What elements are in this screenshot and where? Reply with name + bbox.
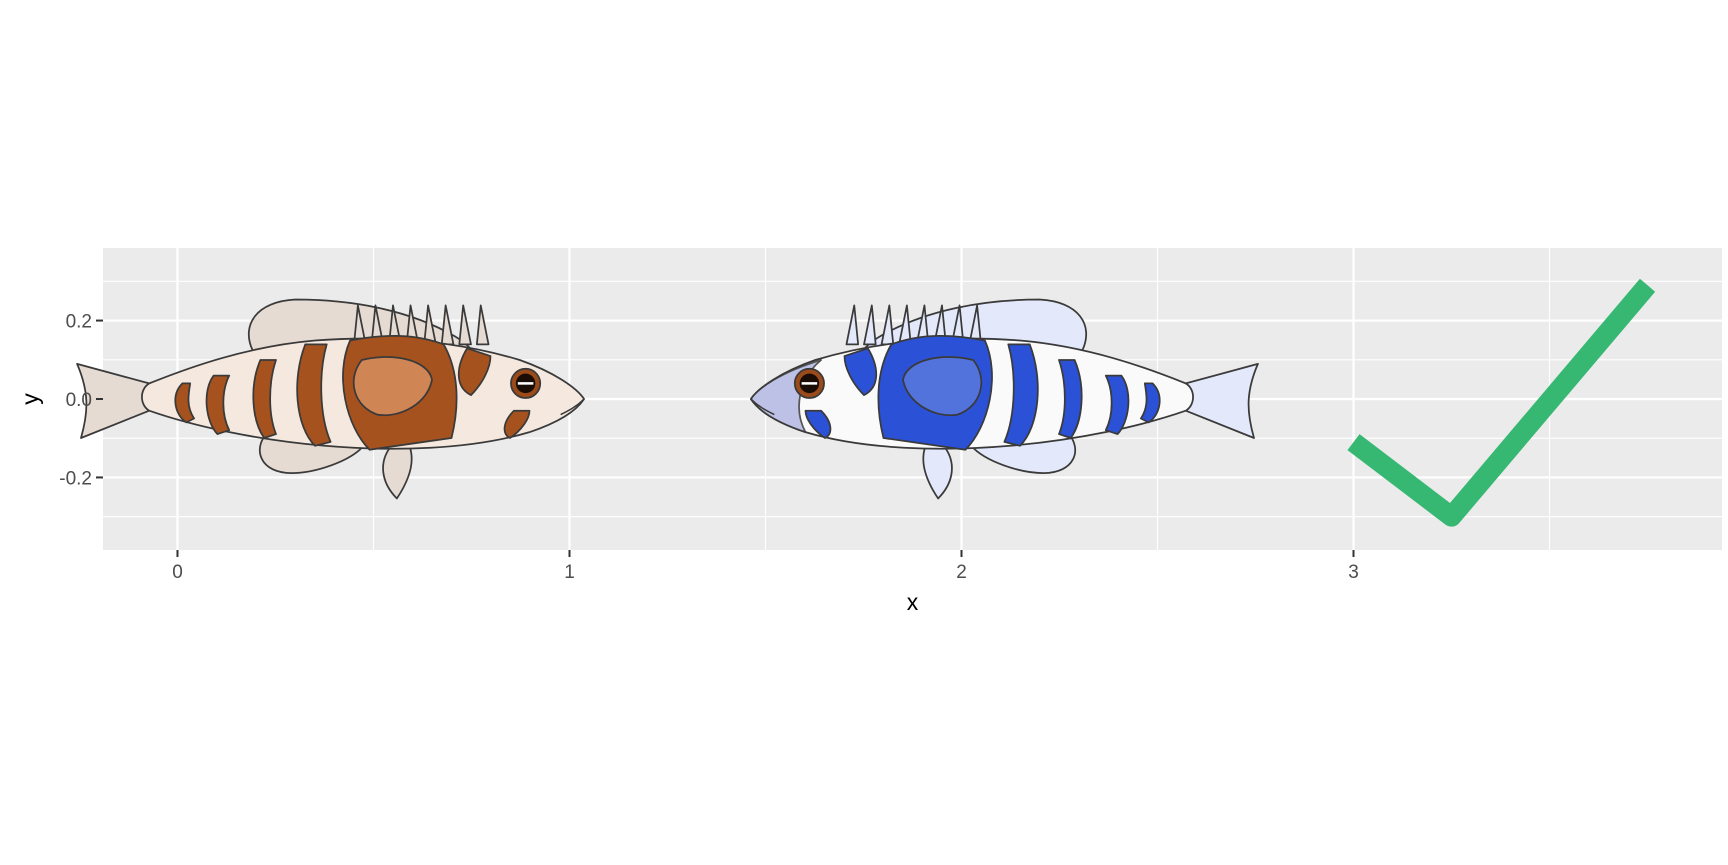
y-axis-title: y <box>17 393 43 405</box>
fish-stripe <box>174 382 195 424</box>
fish-stripe <box>843 347 878 396</box>
fish-stripe <box>804 409 832 439</box>
fish-stripe <box>252 359 277 439</box>
y-tick-label: 0.2 <box>66 312 92 333</box>
fish-tail-fin <box>1184 363 1259 439</box>
fish-glyph <box>750 298 1259 500</box>
fish-pelvic-fin <box>922 442 953 500</box>
y-tick-label: 0.0 <box>66 390 92 411</box>
fish-stripes <box>174 334 531 451</box>
fish-shoulder-patch <box>352 356 433 417</box>
fish-glyph <box>76 298 585 500</box>
checkmark-icon <box>1347 278 1656 527</box>
fish-stripe <box>296 343 332 447</box>
x-axis: 0 1 2 3 <box>172 550 1359 583</box>
fish-stripes <box>804 334 1161 451</box>
x-tick-label: 3 <box>1348 562 1359 583</box>
fish-mouth <box>560 398 585 416</box>
x-tick-label: 1 <box>564 562 575 583</box>
fish-spine <box>475 304 490 346</box>
fish-stripe <box>1003 343 1039 447</box>
fish-stripe <box>1058 359 1083 439</box>
fish-dorsal-spines <box>353 304 490 346</box>
y-axis: -0.2 0.0 0.2 <box>59 312 103 489</box>
fish-stripe <box>1104 374 1130 435</box>
data-layer <box>76 278 1656 527</box>
fish-tail-fin <box>76 363 151 439</box>
fish-shoulder-patch <box>902 356 983 417</box>
fish-pelvic-fin <box>382 442 413 500</box>
x-axis-title: x <box>907 589 919 615</box>
fish-mouth <box>750 398 775 416</box>
x-tick-label: 2 <box>956 562 967 583</box>
fish-stripe <box>503 409 531 439</box>
x-tick-label: 0 <box>172 562 183 583</box>
fish-stripe <box>205 374 231 435</box>
fish-stripe <box>1140 382 1161 424</box>
fish-spine <box>845 304 860 346</box>
fish-spine <box>458 304 472 346</box>
fish-spine <box>863 304 877 346</box>
y-tick-label: -0.2 <box>59 468 92 489</box>
fish-stripe <box>457 347 492 396</box>
